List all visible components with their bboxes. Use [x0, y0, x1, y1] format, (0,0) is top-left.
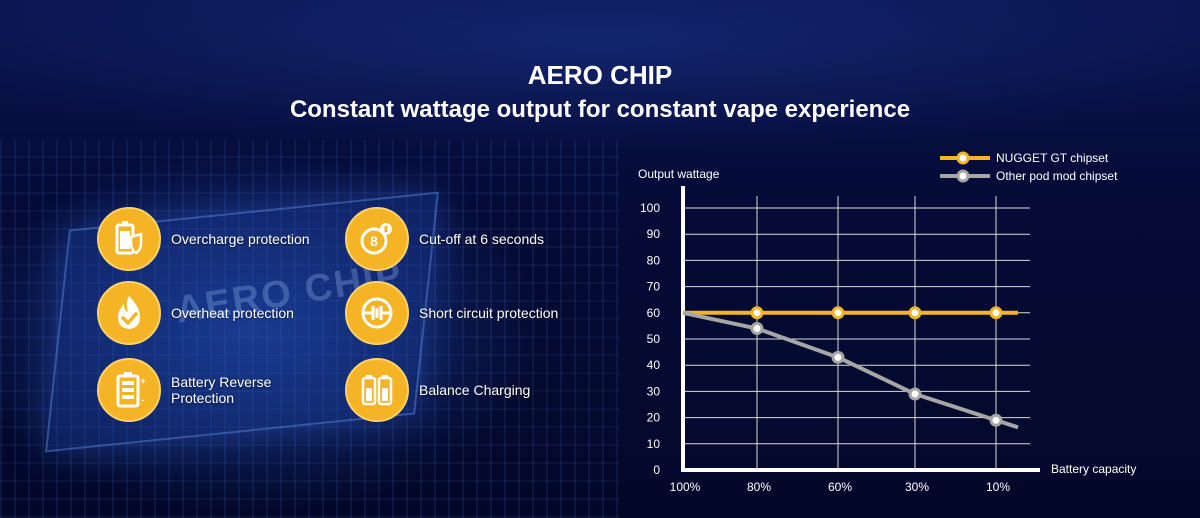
timer-8-icon: 8 [345, 207, 409, 271]
data-point [908, 306, 922, 320]
feature-label: Cut-off at 6 seconds [419, 231, 545, 247]
feature-label: Balance Charging [419, 382, 531, 398]
battery-shield-icon [97, 207, 161, 271]
series-line-1 [682, 310, 1019, 430]
page-subtitle: Constant wattage output for constant vap… [289, 96, 911, 123]
x-tick-label: 30% [905, 480, 929, 494]
y-tick-label: 80 [647, 253, 661, 267]
data-point [908, 387, 922, 401]
legend-label: NUGGET GT chipset [996, 151, 1109, 165]
chart-legend: NUGGET GT chipset Other pod mod chipset [940, 151, 1118, 183]
y-tick-label: 40 [647, 358, 661, 372]
legend-swatch-marker [956, 151, 970, 165]
flame-check-icon [97, 281, 161, 345]
feature-battery-reverse: + - Battery Reverse Protection [97, 358, 271, 422]
data-point [989, 413, 1003, 427]
feature-overcharge: Overcharge protection [97, 207, 310, 271]
x-tick-label: 80% [747, 480, 771, 494]
svg-text:+: + [140, 376, 145, 386]
x-axis-title: Battery capacity [1051, 462, 1136, 476]
y-tick-label: 70 [647, 280, 661, 294]
y-tick-label: 30 [647, 384, 661, 398]
x-tick-label: 100% [670, 480, 701, 494]
y-tick-label: 0 [653, 463, 660, 477]
data-point [750, 322, 764, 336]
feature-label: Short circuit protection [419, 305, 559, 321]
data-point [831, 306, 845, 320]
data-point [989, 306, 1003, 320]
chart-grid [683, 196, 1030, 470]
y-tick-label: 10 [647, 437, 661, 451]
y-tick-label: 90 [647, 227, 661, 241]
legend-swatch-marker [956, 169, 970, 183]
legend-label: Other pod mod chipset [996, 169, 1118, 183]
x-tick-label: 10% [986, 480, 1010, 494]
y-tick-label: 60 [647, 306, 661, 320]
y-tick-label: 100 [640, 201, 660, 215]
page-title: AERO CHIP [527, 60, 673, 90]
svg-text:-: - [142, 395, 145, 405]
data-point [750, 306, 764, 320]
feature-short-circuit: Short circuit protection [345, 281, 558, 345]
y-axis-title: Output wattage [638, 167, 720, 181]
feature-label: Overheat protection [171, 305, 294, 321]
x-tick-label: 60% [828, 480, 852, 494]
feature-overheat: Overheat protection [97, 281, 294, 345]
feature-label: Battery Reverse Protection [171, 374, 272, 406]
circuit-icon [345, 281, 409, 345]
dual-battery-icon [345, 358, 409, 422]
feature-cutoff: 8 Cut-off at 6 seconds [345, 207, 544, 271]
svg-text:8: 8 [370, 233, 378, 249]
chart-labels: 0 10 20 30 40 50 60 70 80 90 100 100% 80% 60% 30% 10% Ou… [638, 167, 1136, 494]
battery-reverse-icon: + - [97, 358, 161, 422]
chart-axes [681, 186, 1040, 472]
y-tick-label: 20 [647, 411, 661, 425]
feature-balance-charging: Balance Charging [345, 358, 530, 422]
data-point [831, 350, 845, 364]
feature-label: Overcharge protection [171, 231, 310, 247]
chart-series [682, 306, 1019, 430]
y-tick-label: 50 [647, 332, 661, 346]
